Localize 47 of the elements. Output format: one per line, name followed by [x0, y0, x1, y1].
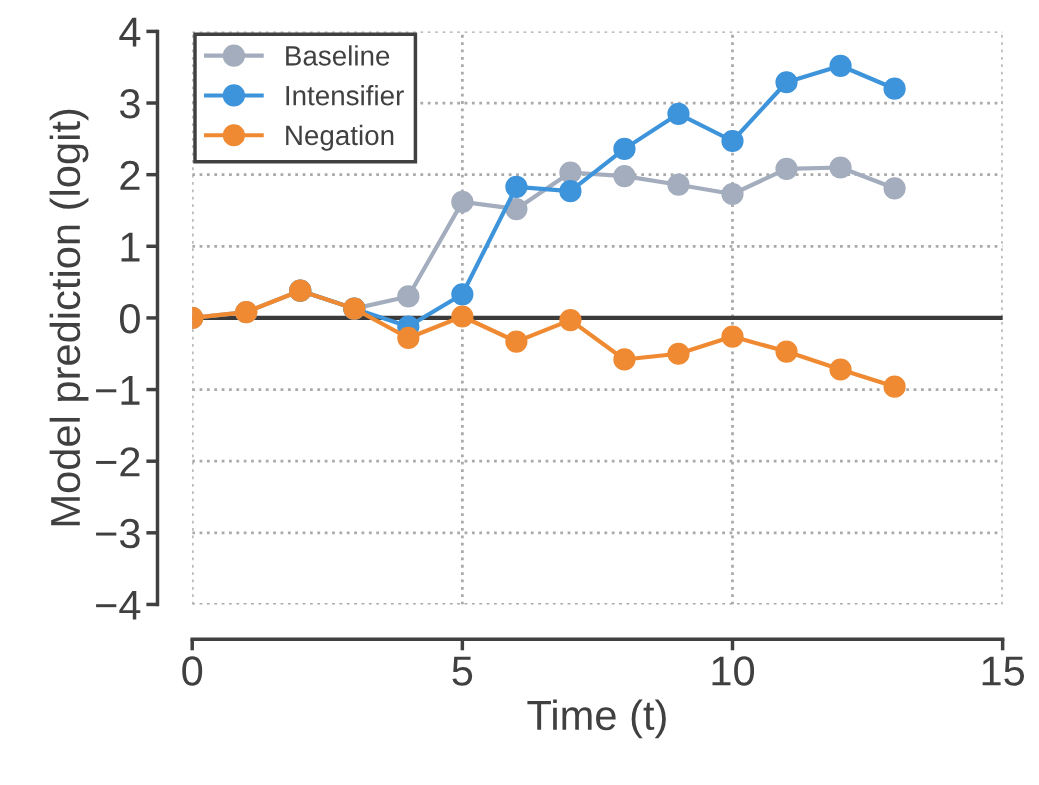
y-tick-label: −3: [96, 518, 140, 549]
y-tick-label: 0: [119, 303, 140, 334]
point: [667, 173, 690, 196]
y-tick-label: −1: [96, 375, 140, 405]
point: [451, 283, 474, 306]
legend-label: Negation: [286, 124, 394, 151]
point: [775, 71, 798, 94]
x-tick-label: 15: [982, 656, 1025, 686]
point: [883, 375, 906, 398]
point: [451, 190, 474, 213]
y-tick-label: 1: [121, 232, 140, 262]
point: [829, 156, 852, 179]
x-tick-label: 10: [712, 656, 755, 686]
legend-label: Intensifier: [286, 85, 404, 106]
point: [775, 157, 798, 181]
y-tick-label: 3: [119, 89, 140, 119]
point: [613, 348, 636, 371]
point: [829, 54, 852, 77]
point: [667, 102, 690, 125]
point: [397, 285, 420, 308]
point: [451, 305, 474, 328]
y-tick-label: −2: [96, 447, 140, 477]
point: [397, 326, 420, 350]
point: [721, 182, 744, 206]
y-axis-title: Model prediction (logit): [49, 109, 89, 526]
y-tick-label: −4: [96, 590, 141, 620]
point: [613, 137, 636, 160]
y-tick-label: 2: [120, 160, 140, 190]
point: [883, 177, 906, 200]
x-axis-title: Time (t): [527, 699, 666, 739]
x-tick-label: 0: [182, 656, 203, 686]
point: [559, 308, 582, 332]
point: [829, 358, 852, 381]
legend-label: Baseline: [286, 45, 390, 66]
point: [505, 330, 528, 353]
point: [721, 129, 744, 153]
point: [505, 175, 528, 198]
x-tick-label: 5: [452, 656, 473, 686]
point: [559, 161, 582, 184]
y-tick-label: 4: [119, 17, 141, 47]
point: [721, 325, 744, 348]
point: [775, 340, 798, 363]
point: [613, 164, 636, 188]
point: [883, 77, 906, 100]
point: [505, 197, 528, 221]
point: [559, 180, 582, 203]
point: [667, 342, 690, 365]
